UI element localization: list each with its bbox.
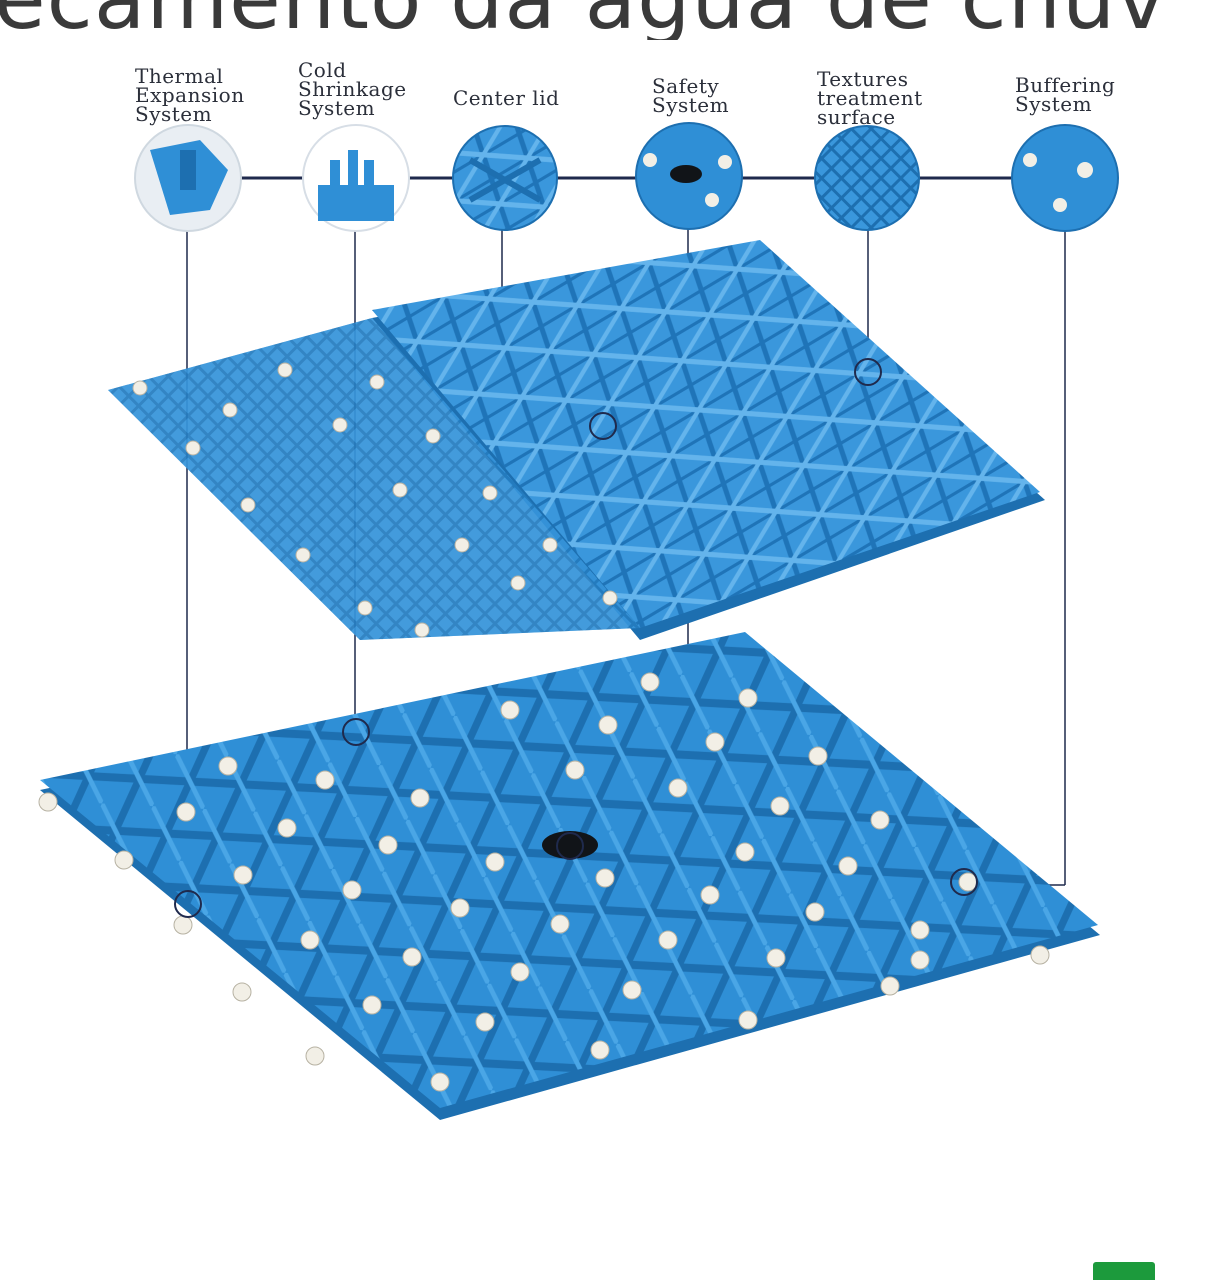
detail-circle-texture xyxy=(814,125,920,231)
label-textures-surface: Textures treatment surface xyxy=(817,67,923,129)
tile-studs xyxy=(38,672,1050,1092)
upper-studs xyxy=(132,362,618,638)
upper-tile-layer xyxy=(108,240,1045,640)
lower-tile-layer xyxy=(40,632,1100,1120)
label-thermal-expansion: Thermal Expansion System xyxy=(135,64,245,126)
label-buffering-system: Buffering System xyxy=(1015,73,1116,116)
marker-circles xyxy=(174,358,978,918)
detail-circle-center xyxy=(452,125,558,231)
detail-circle-buffering xyxy=(1011,124,1119,232)
detail-circle-thermal xyxy=(134,124,242,232)
detail-circle-safety xyxy=(635,122,743,230)
label-cold-shrinkage: Cold Shrinkage System xyxy=(298,58,407,120)
label-safety-system: Safety System xyxy=(652,74,730,117)
corner-badge-logo xyxy=(1093,1262,1155,1280)
label-center-lid: Center lid xyxy=(453,86,560,110)
page-heading: ecamento da água de chuv xyxy=(0,0,1232,40)
detail-circle-cold xyxy=(302,124,410,232)
